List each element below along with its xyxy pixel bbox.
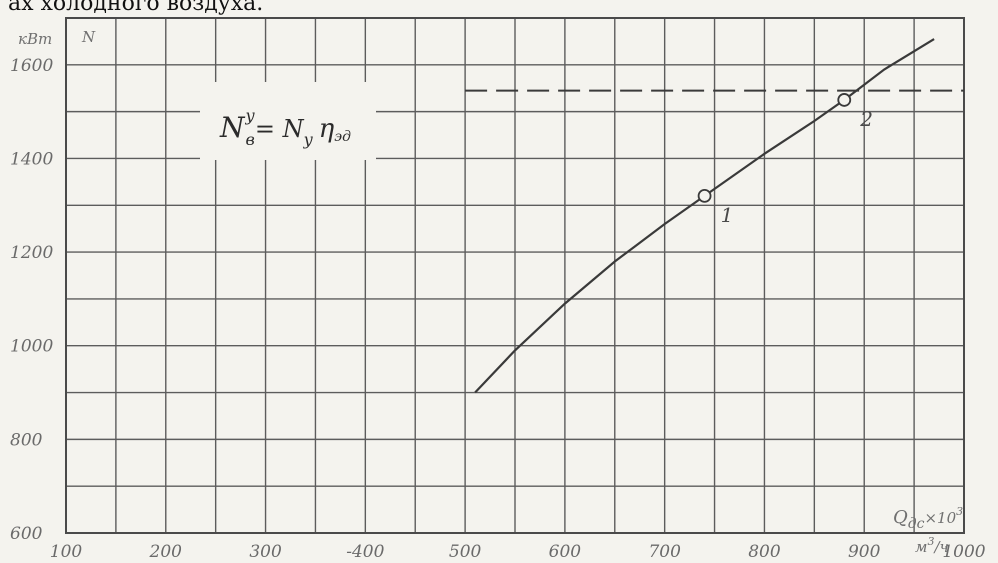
formula-rhs-sub: y	[303, 130, 314, 149]
formula-eq: = N	[255, 115, 305, 143]
x-tick-label: 500	[449, 542, 482, 562]
axes: кВт N 100 200 300 -400 500 600 700 800 900 1000 60…	[10, 28, 986, 562]
point-marker-1	[697, 189, 712, 203]
point-marker-2	[837, 93, 852, 107]
x-label-exp: 3	[956, 505, 963, 518]
y-tick-label: 1000	[10, 337, 53, 357]
formula-eta: η	[319, 114, 335, 144]
x-units-main: м	[915, 538, 927, 556]
y-tick-label: 1400	[10, 149, 53, 169]
formula-lhs-sup: y	[245, 106, 256, 125]
y-symbol-label: N	[81, 28, 96, 46]
svg-text:Qдс×103: Qдс×103	[893, 505, 963, 532]
formula-lhs: N	[219, 111, 246, 144]
x-tick-label: 1000	[942, 542, 985, 562]
x-tick-label: 200	[149, 542, 183, 562]
x-tick-label: 300	[249, 542, 282, 562]
y-tick-label: 800	[10, 430, 43, 450]
formula-box	[200, 82, 376, 160]
y-tick-label: 1200	[10, 243, 53, 263]
series-line	[474, 38, 935, 394]
point-label-1: 1	[721, 203, 734, 227]
x-tick-label: -400	[346, 542, 384, 562]
formula-annotation: Ny в= Ny ηэд	[200, 82, 376, 160]
header-fragment: ах холодного воздуха.	[8, 0, 263, 16]
y-tick-label: 600	[10, 524, 43, 544]
x-tick-label: 600	[549, 542, 582, 562]
x-tick-label: 900	[848, 542, 881, 562]
point-label-2: 2	[859, 107, 873, 131]
y-units-label: кВт	[18, 30, 52, 48]
x-tick-label: 800	[748, 542, 781, 562]
x-units-exp: 3	[927, 535, 934, 548]
x-label-factor: ×10	[924, 509, 956, 527]
svg-text:м3/ч: м3/ч	[915, 535, 949, 556]
x-tick-label: 100	[50, 542, 83, 562]
y-tick-label: 1600	[10, 56, 53, 76]
x-tick-label: 700	[648, 542, 681, 562]
x-axis-label: Qдс×103 м3/ч	[893, 505, 963, 556]
x-label-main: Q	[893, 507, 908, 528]
plot-area: 12	[465, 38, 964, 394]
formula-eta-sub: эд	[334, 129, 351, 145]
formula-lhs-sub: в	[246, 130, 255, 149]
x-label-sub: дс	[908, 516, 925, 532]
plot-frame	[65, 17, 965, 534]
x-units-tail: /ч	[932, 538, 948, 556]
